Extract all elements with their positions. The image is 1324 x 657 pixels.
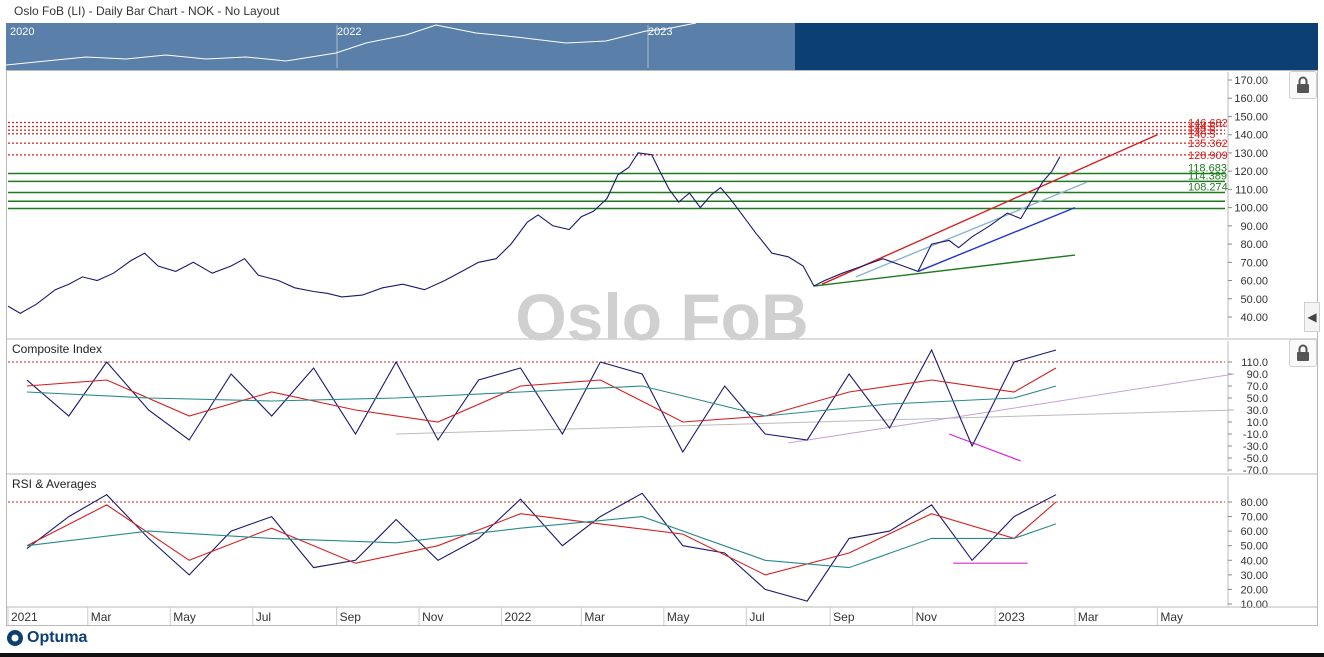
x-tick-label: Mar xyxy=(584,610,605,624)
panel-title: RSI & Averages xyxy=(12,477,97,491)
x-tick-label: Jul xyxy=(749,610,764,624)
x-tick-label: Sep xyxy=(833,610,855,624)
y-tick-label: 110.0 xyxy=(1241,357,1268,369)
indicator-series-line xyxy=(26,516,1057,569)
y-tick-label: 60.00 xyxy=(1240,276,1268,288)
lock-button-price[interactable] xyxy=(1289,71,1317,99)
indicator-series-line xyxy=(26,501,1057,576)
y-tick-label: 60.00 xyxy=(1240,526,1268,538)
support-level-label: 114.389 xyxy=(1188,170,1227,182)
y-tick-label: 130.00 xyxy=(1234,148,1268,160)
resistance-level-label: 128.909 xyxy=(1188,150,1228,162)
y-tick-label: 10.00 xyxy=(1240,599,1268,611)
y-tick-label: 20.00 xyxy=(1240,584,1268,596)
y-tick-label: 160.00 xyxy=(1234,93,1268,105)
x-tick-label: May xyxy=(667,610,690,624)
chart-frame xyxy=(6,70,1318,626)
indicator-series-line xyxy=(26,348,1057,454)
y-tick-label: 50.0 xyxy=(1247,393,1268,405)
x-tick-label: Mar xyxy=(1078,610,1099,624)
overview-navigator[interactable]: 2020 2022 2023 xyxy=(6,23,1318,70)
y-tick-label: 100.00 xyxy=(1234,203,1268,215)
optuma-logo-icon xyxy=(7,630,23,646)
x-tick-label: Nov xyxy=(916,610,937,624)
y-tick-label: 140.00 xyxy=(1234,130,1268,142)
y-tick-label: 30.0 xyxy=(1247,405,1268,417)
resistance-level-label: 146.682 xyxy=(1188,118,1228,130)
y-tick-label: 80.00 xyxy=(1240,497,1268,509)
overview-sparkline xyxy=(6,23,697,68)
lock-button-composite[interactable] xyxy=(1289,339,1317,367)
y-tick-label: -70.0 xyxy=(1243,465,1268,477)
support-level-label: 118.683 xyxy=(1188,163,1227,175)
y-tick-label: 50.00 xyxy=(1240,541,1268,553)
composite-trend-line xyxy=(396,409,1235,435)
overview-year-label: 2022 xyxy=(337,26,362,38)
x-tick-label: May xyxy=(173,610,196,624)
x-tick-label: May xyxy=(1160,610,1183,624)
watermark-text: Oslo FoB xyxy=(515,280,808,354)
x-tick-label: Nov xyxy=(422,610,443,624)
y-tick-label: -50.0 xyxy=(1243,453,1268,465)
x-tick-label: Sep xyxy=(340,610,362,624)
y-tick-label: 80.00 xyxy=(1240,239,1268,251)
resistance-level-label: 135.362 xyxy=(1188,138,1228,150)
brand-logo: Optuma xyxy=(6,629,87,647)
x-tick-label: Jul xyxy=(256,610,271,624)
y-tick-label: 70.00 xyxy=(1240,512,1268,524)
trend-line xyxy=(821,134,1158,285)
y-tick-label: 90.00 xyxy=(1240,221,1268,233)
overview-selection-window[interactable] xyxy=(6,23,795,70)
y-tick-label: 40.00 xyxy=(1240,312,1268,324)
panel-title: Composite Index xyxy=(12,342,102,356)
y-tick-label: 120.00 xyxy=(1234,166,1268,178)
x-tick-label: 2022 xyxy=(505,610,532,624)
trend-line xyxy=(855,181,1088,278)
composite-trend-line xyxy=(788,373,1235,444)
y-tick-label: -10.0 xyxy=(1243,429,1268,441)
collapse-panel-button[interactable]: ◀ xyxy=(1304,302,1320,332)
support-level-label: 108.274 xyxy=(1188,182,1228,194)
divergence-line xyxy=(948,433,1022,462)
trend-line xyxy=(813,254,1075,287)
y-tick-label: 70.0 xyxy=(1247,381,1268,393)
y-tick-label: -30.0 xyxy=(1243,441,1268,453)
y-tick-label: 110.00 xyxy=(1235,184,1268,196)
y-tick-label: 170.00 xyxy=(1234,75,1268,87)
y-tick-label: 30.00 xyxy=(1240,570,1268,582)
x-tick-label: 2021 xyxy=(11,610,38,624)
chevron-left-icon: ◀ xyxy=(1307,310,1317,324)
y-tick-label: 50.00 xyxy=(1240,294,1268,306)
overview-year-label: 2020 xyxy=(10,26,35,38)
indicator-series-line xyxy=(26,367,1057,423)
lock-icon xyxy=(1297,76,1309,93)
y-tick-label: 90.0 xyxy=(1247,369,1268,381)
bottom-bar xyxy=(0,653,1324,657)
indicator-series-line xyxy=(26,385,1057,417)
y-tick-label: 10.0 xyxy=(1247,417,1268,429)
brand-name: Optuma xyxy=(27,629,88,646)
y-tick-label: 40.00 xyxy=(1240,555,1268,567)
indicator-series-line xyxy=(26,492,1057,602)
y-tick-label: 150.00 xyxy=(1234,111,1268,123)
trend-line xyxy=(917,206,1076,273)
price-series-line xyxy=(7,152,1061,315)
x-tick-label: 2023 xyxy=(998,610,1025,624)
x-tick-label: Mar xyxy=(91,610,112,624)
chart-title: Oslo FoB (LI) - Daily Bar Chart - NOK - … xyxy=(14,4,280,18)
lock-icon xyxy=(1297,344,1309,361)
y-tick-label: 70.00 xyxy=(1240,257,1268,269)
resistance-level-label: 140.5 xyxy=(1188,129,1216,141)
